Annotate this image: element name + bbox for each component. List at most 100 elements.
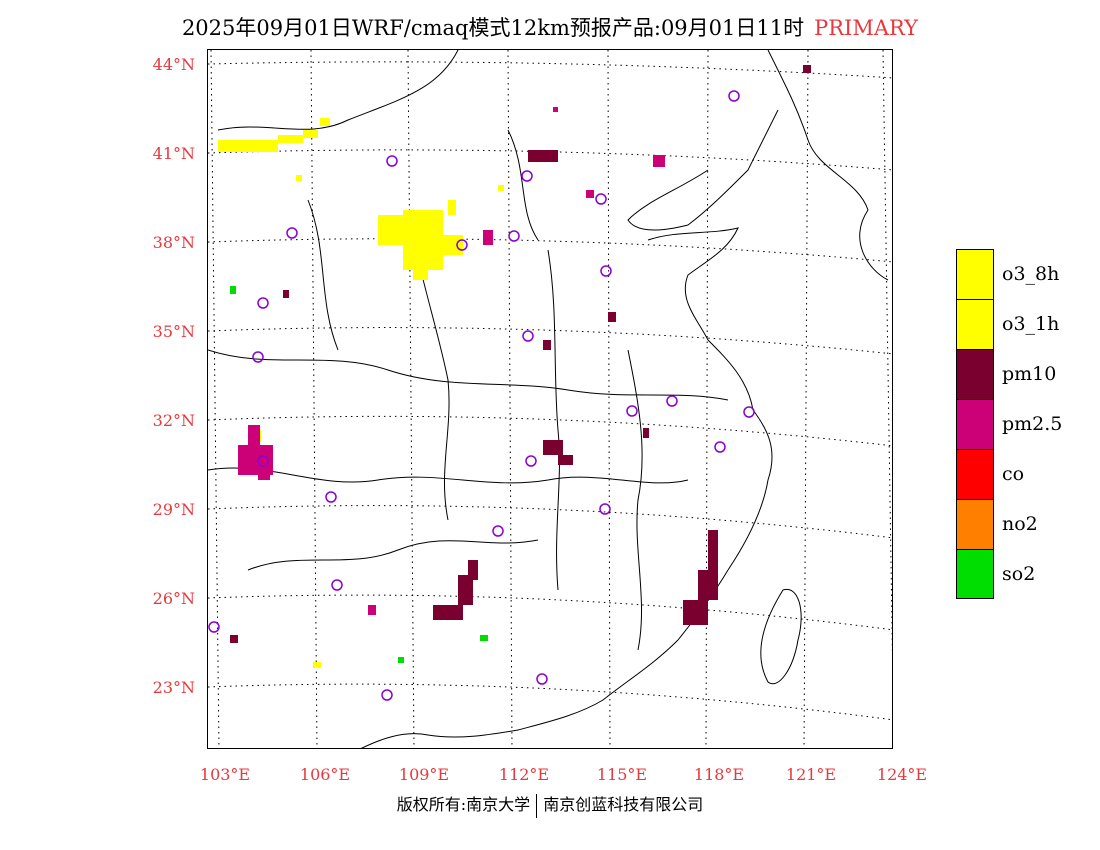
legend-label: pm2.5 [1002, 413, 1063, 435]
lon-gridline-103 [210, 50, 220, 748]
station-marker [492, 525, 504, 537]
legend-swatch [956, 249, 994, 299]
province-line-f [627, 349, 643, 651]
station-marker [208, 621, 220, 633]
pm25-cells [238, 107, 665, 615]
lat-label-35: 35°N [152, 322, 195, 341]
province-line-g [307, 199, 339, 351]
coastline-shandong [647, 227, 739, 341]
station-marker [456, 239, 468, 251]
o3-cell [413, 265, 428, 280]
coastline-east [707, 339, 773, 571]
coastline-southeast [517, 569, 729, 731]
station-marker [595, 193, 607, 205]
pm25-cell [368, 605, 376, 615]
lon-label-121: 121°E [785, 765, 837, 784]
coastline-south [360, 729, 519, 748]
lon-gridline-109 [407, 50, 415, 748]
pm25-cell [553, 107, 558, 112]
station-marker [286, 227, 298, 239]
province-line-b [208, 467, 689, 484]
o3-cell [438, 235, 463, 255]
footer-left: 版权所有:南京大学 [396, 795, 531, 814]
lat-label-26: 26°N [152, 589, 195, 608]
coastline-northeast [767, 50, 889, 281]
station-marker [525, 455, 537, 467]
station-marker [257, 455, 269, 467]
pm10-cell [698, 570, 718, 600]
map-frame [207, 49, 893, 749]
footer-separator [536, 793, 538, 818]
pm10-cell [608, 312, 616, 322]
station-marker [536, 673, 548, 685]
province-line-h [507, 129, 539, 241]
legend-swatch [956, 399, 994, 449]
lon-label-112: 112°E [498, 765, 550, 784]
station-marker [714, 441, 726, 453]
lat-label-38: 38°N [152, 233, 195, 252]
legend-swatch [956, 499, 994, 549]
station-marker [252, 351, 264, 363]
province-line-a [208, 349, 729, 401]
lon-label-118: 118°E [693, 765, 745, 784]
station-marker [666, 395, 678, 407]
lon-gridline-115 [607, 50, 611, 748]
lat-gridline-32 [208, 415, 892, 447]
pm10-cell [468, 560, 478, 580]
so2-cell [230, 286, 236, 294]
legend-label: o3_8h [1002, 263, 1060, 285]
lat-gridline-35 [208, 327, 892, 355]
pm10-cell [708, 530, 718, 570]
pm10-cells [230, 65, 811, 643]
footer-right: 南京创蓝科技有限公司 [543, 795, 704, 814]
lat-gridline-38 [208, 238, 892, 263]
so2-cell [480, 635, 488, 641]
o3-cell [303, 130, 318, 138]
station-marker [508, 230, 520, 242]
boundaries [208, 50, 889, 748]
pm10-cell [230, 635, 238, 643]
station-marker [599, 503, 611, 515]
pm25-cell [653, 155, 665, 167]
o3-cell [498, 185, 504, 191]
legend-swatch [956, 449, 994, 499]
legend-swatch [956, 549, 994, 599]
copyright-footer: 版权所有:南京大学 南京创蓝科技有限公司 [0, 791, 1100, 818]
lon-gridline-124 [882, 50, 892, 659]
pm25-cell [248, 425, 260, 445]
o3-cell [218, 140, 278, 152]
station-marker [743, 406, 755, 418]
station-marker [257, 297, 269, 309]
o3-cell [278, 135, 303, 143]
title-main: 2025年09月01日WRF/cmaq模式12km预报产品:09月01日11时 [181, 16, 805, 40]
lon-label-103: 103°E [199, 765, 251, 784]
pm10-cell [543, 340, 551, 350]
legend-label: pm10 [1002, 363, 1057, 385]
o3-cells [218, 118, 504, 668]
so2-cell [398, 657, 404, 663]
lon-label-124: 124°E [876, 765, 928, 784]
national-border-north [217, 50, 459, 131]
legend-swatch [956, 299, 994, 349]
legend-swatch [956, 349, 994, 399]
station-marker [626, 405, 638, 417]
station-markers [208, 90, 755, 701]
lon-label-109: 109°E [398, 765, 450, 784]
province-line-c [247, 539, 539, 571]
pm10-cell [528, 150, 558, 162]
legend-label: no2 [1002, 513, 1038, 535]
o3-cell [313, 662, 321, 668]
lon-gridline-112 [507, 50, 513, 748]
title-tag: PRIMARY [814, 16, 919, 40]
legend-label: so2 [1002, 563, 1036, 585]
pm10-cell [683, 600, 708, 625]
so2-cells [230, 286, 488, 663]
lon-gridline-121 [803, 50, 809, 748]
lon-label-106: 106°E [299, 765, 351, 784]
o3-cell [403, 210, 443, 270]
lon-label-115: 115°E [596, 765, 648, 784]
lat-gridline-44 [208, 61, 892, 79]
lat-label-23: 23°N [152, 678, 195, 697]
lat-label-32: 32°N [152, 411, 195, 430]
lat-gridline-26 [208, 594, 892, 631]
